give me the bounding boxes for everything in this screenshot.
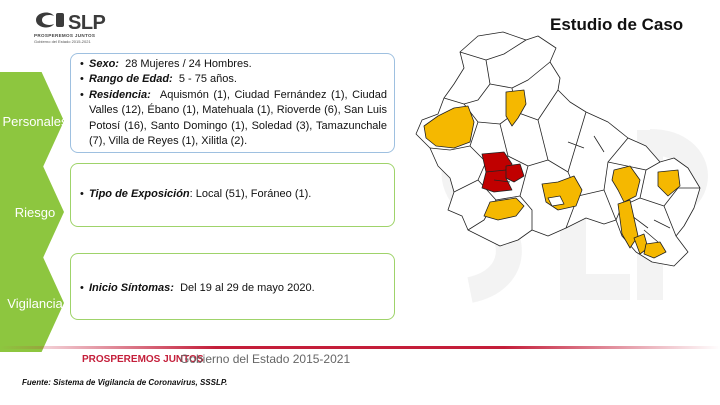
map-region-san-luis-potosi <box>481 151 513 193</box>
residencia-item: Residencia: Aquismón (1), Ciudad Fernánd… <box>80 88 387 150</box>
section-label-vigilancia: Vigilancia <box>7 296 63 311</box>
sintomas-label: Inicio Síntomas: <box>89 282 174 294</box>
residencia-value: Aquismón (1), Ciudad Fernández (1), Ciud… <box>89 88 387 148</box>
sexo-item: Sexo: 28 Mujeres / 24 Hombres. <box>80 57 387 73</box>
personales-box: Sexo: 28 Mujeres / 24 Hombres. Rango de … <box>70 53 395 153</box>
sexo-value: 28 Mujeres / 24 Hombres. <box>125 58 252 70</box>
logo-name: SLP <box>68 12 106 34</box>
vigilancia-box: Inicio Síntomas: Del 19 al 29 de mayo 20… <box>70 253 395 320</box>
logo-emblem-icon <box>36 12 64 28</box>
sintomas-item: Inicio Síntomas: Del 19 al 29 de mayo 20… <box>80 281 387 297</box>
exposicion-item: Tipo de Exposición: Local (51), Foráneo … <box>80 187 387 203</box>
exposicion-label: Tipo de Exposición <box>89 188 190 200</box>
logo: SLP PROSPEREMOS JUNTOS Gobierno del Esta… <box>30 8 120 46</box>
slide-title: Estudio de Caso <box>550 15 684 34</box>
sexo-label: Sexo: <box>89 58 119 70</box>
footer-source: Fuente: Sistema de Vigilancia de Coronav… <box>22 378 228 387</box>
footer-line <box>0 346 720 349</box>
map-region-santo-domingo <box>423 105 475 149</box>
map-region-matehuala <box>505 89 527 127</box>
map-region-ciudad-fernandez <box>547 195 565 207</box>
logo-motto: PROSPEREMOS JUNTOS <box>34 33 96 38</box>
map-region-tamazunchale <box>643 241 667 259</box>
edad-label: Rango de Edad: <box>89 73 173 86</box>
section-label-riesgo: Riesgo <box>14 205 56 220</box>
section-label-personales: Personales <box>2 114 68 129</box>
edad-item: Rango de Edad: 5 - 75 años. <box>80 72 387 88</box>
riesgo-box: Tipo de Exposición: Local (51), Foráneo … <box>70 163 395 227</box>
sintomas-value: Del 19 al 29 de mayo 2020. <box>180 282 315 294</box>
logo-gov: Gobierno del Estado 2015-2021 <box>34 39 91 44</box>
map-region-ebano <box>657 169 681 197</box>
map-region-ciudad-valles <box>611 165 641 203</box>
footer-gov: Gobierno del Estado 2015-2021 <box>180 352 351 366</box>
map-outline <box>415 31 701 267</box>
map-regions <box>415 31 701 267</box>
edad-value: 5 - 75 años. <box>178 73 237 86</box>
map-region-soledad <box>505 163 525 183</box>
footer-brand: PROSPEREMOS JUNTOS <box>82 354 204 365</box>
state-map <box>415 31 701 267</box>
exposicion-value: : Local (51), Foráneo (1). <box>189 188 312 200</box>
map-region-villa-de-reyes <box>483 197 525 221</box>
residencia-label: Residencia: <box>89 88 151 101</box>
